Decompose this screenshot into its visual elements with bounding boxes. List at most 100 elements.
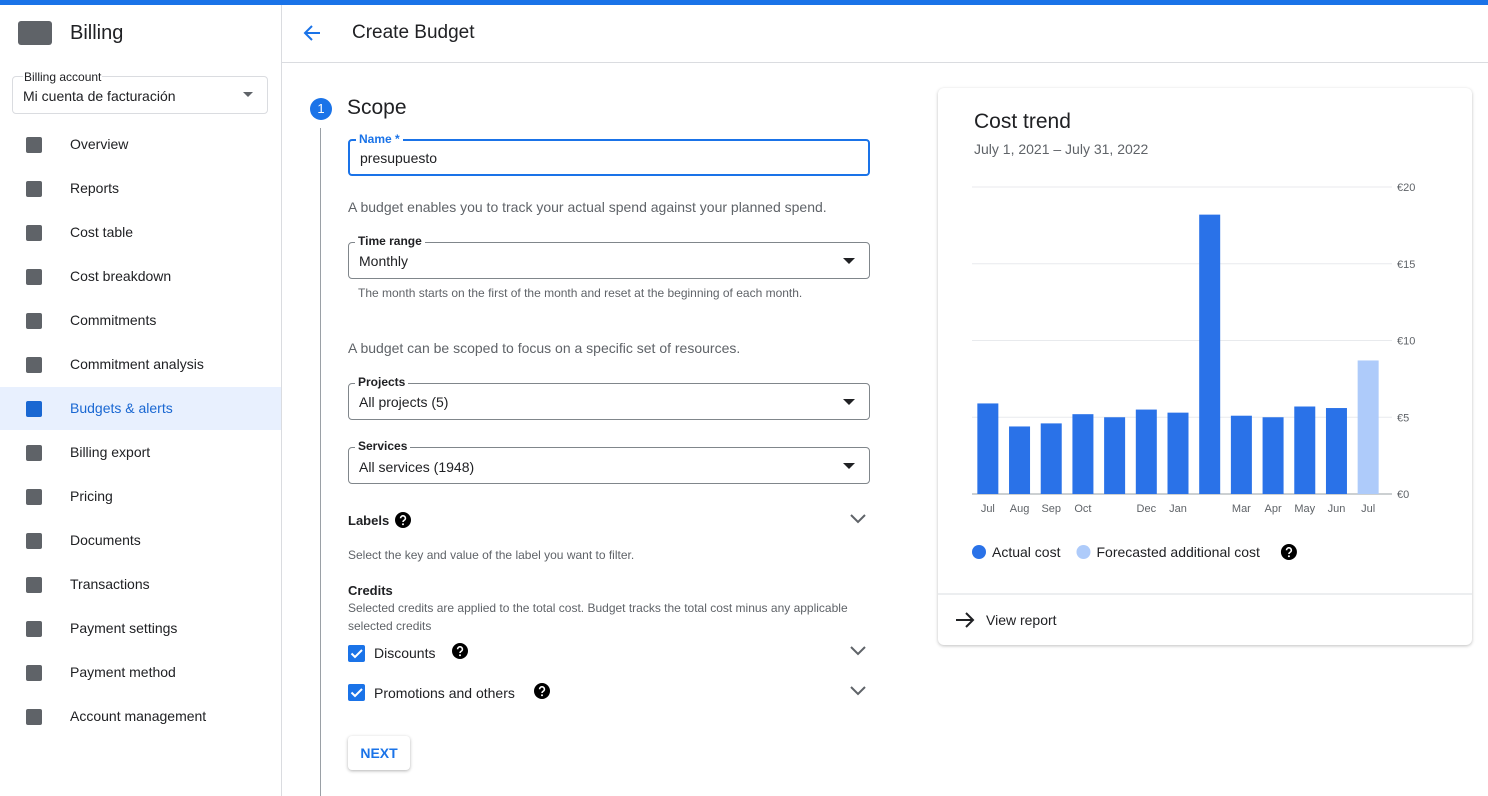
- y-tick-label: €20: [1397, 182, 1415, 194]
- expand-chevron[interactable]: [850, 514, 866, 524]
- x-tick-label: Jan: [1169, 503, 1187, 515]
- cost-trend-card: Cost trend July 1, 2021 – July 31, 2022 …: [938, 88, 1472, 645]
- nav-item[interactable]: Documents: [0, 519, 281, 562]
- nav-icon: [26, 225, 42, 241]
- y-tick-label: €15: [1397, 259, 1415, 271]
- nav-item[interactable]: Transactions: [0, 563, 281, 606]
- bar: [1262, 417, 1284, 494]
- nav-item[interactable]: Payment settings: [0, 607, 281, 650]
- nav-item[interactable]: Cost breakdown: [0, 255, 281, 298]
- y-tick-label: €5: [1397, 412, 1409, 424]
- nav-icon: [26, 533, 42, 549]
- checkbox-label: Promotions and others: [374, 685, 515, 701]
- section-title: Scope: [347, 96, 407, 119]
- nav-icon: [26, 577, 42, 593]
- expand-chevron[interactable]: [850, 646, 866, 656]
- nav-label: Account management: [70, 708, 207, 724]
- nav-item[interactable]: Pricing: [0, 475, 281, 518]
- helper-text: Select the key and value of the label yo…: [348, 548, 635, 562]
- legend-swatch: [1076, 545, 1091, 559]
- dropdown-arrow: [843, 463, 855, 469]
- view-report-link[interactable]: View report: [986, 612, 1057, 628]
- helper-text: The month starts on the first of the mon…: [358, 286, 803, 300]
- help-icon[interactable]: [1280, 544, 1297, 560]
- header-divider: [282, 62, 1488, 63]
- next-button[interactable]: NEXT: [348, 736, 410, 770]
- account-select[interactable]: Billing account Mi cuenta de facturación: [12, 70, 268, 114]
- bar: [1072, 414, 1094, 494]
- help-icon[interactable]: [534, 683, 550, 699]
- nav-item[interactable]: Overview: [0, 123, 281, 166]
- x-tick-label: Mar: [1232, 503, 1251, 515]
- help-icon[interactable]: [395, 512, 411, 528]
- y-tick-label: €0: [1397, 489, 1409, 501]
- nav-label: Billing export: [70, 444, 151, 460]
- back-button[interactable]: [302, 23, 322, 43]
- nav-icon: [26, 621, 42, 637]
- bar: [1294, 406, 1316, 494]
- x-tick-label: Jun: [1328, 503, 1346, 515]
- x-tick-label: Apr: [1265, 503, 1282, 515]
- checkbox-label: Discounts: [374, 645, 436, 661]
- x-tick-label: Jul: [981, 503, 995, 515]
- legend-label: Forecasted additional cost: [1096, 544, 1260, 560]
- bar: [1167, 412, 1189, 494]
- nav-label: Payment settings: [70, 620, 178, 636]
- bar: [1040, 423, 1062, 494]
- chart: Cost trend July 1, 2021 – July 31, 2022 …: [938, 110, 1472, 628]
- account-value: Mi cuenta de facturación: [23, 88, 176, 104]
- field-label: Time range: [355, 234, 425, 248]
- nav-item[interactable]: Billing export: [0, 431, 281, 474]
- sidebar-title: Billing: [70, 22, 124, 44]
- legend-label: Actual cost: [992, 544, 1061, 560]
- billing-icon: [18, 21, 52, 45]
- time-range-select[interactable]: Time range Monthly: [348, 234, 870, 279]
- nav-item[interactable]: Commitments: [0, 299, 281, 342]
- top-bar: [0, 0, 1488, 5]
- nav-icon: [26, 709, 42, 725]
- bar: [1104, 417, 1126, 494]
- nav-item[interactable]: Cost table: [0, 211, 281, 254]
- credits-title: Credits: [348, 583, 393, 598]
- help-icon[interactable]: [452, 643, 468, 659]
- chart-subtitle: July 1, 2021 – July 31, 2022: [974, 141, 1149, 157]
- name-input[interactable]: Name * presupuesto: [348, 132, 870, 176]
- field-value: All projects (5): [359, 394, 449, 410]
- nav-item[interactable]: Reports: [0, 167, 281, 210]
- nav-icon: [26, 181, 42, 197]
- bar: [1199, 214, 1221, 494]
- nav-label: Cost breakdown: [70, 268, 172, 284]
- x-tick-label: Jul: [1361, 503, 1375, 515]
- x-tick-label: Dec: [1137, 503, 1157, 515]
- x-tick-label: Aug: [1010, 503, 1030, 515]
- projects-select[interactable]: Projects All projects (5): [348, 375, 870, 420]
- nav-item[interactable]: Account management: [0, 695, 281, 738]
- bar: [1357, 360, 1379, 494]
- nav-label: Transactions: [70, 576, 150, 592]
- bar: [1325, 408, 1347, 494]
- nav-item[interactable]: Budgets & alerts: [0, 387, 281, 430]
- nav-icon: [26, 401, 42, 417]
- dropdown-arrow: [843, 258, 855, 264]
- bar: [1009, 426, 1031, 494]
- nav-icon: [26, 313, 42, 329]
- labels-title: Labels: [348, 513, 390, 528]
- nav-label: Cost table: [70, 224, 134, 240]
- y-tick-label: €10: [1397, 336, 1415, 348]
- nav-item[interactable]: Payment method: [0, 651, 281, 694]
- x-tick-label: Oct: [1074, 503, 1091, 515]
- nav-label: Pricing: [70, 488, 113, 504]
- x-tick-label: May: [1294, 503, 1315, 515]
- field-label: Name *: [356, 132, 403, 146]
- nav-label: Commitments: [70, 312, 157, 328]
- nav-label: Commitment analysis: [70, 356, 204, 372]
- checkbox[interactable]: [348, 684, 365, 701]
- nav-label: Reports: [70, 180, 120, 196]
- field-value: Monthly: [359, 253, 409, 269]
- expand-chevron[interactable]: [850, 686, 866, 696]
- dropdown-arrow: [243, 92, 253, 97]
- checkbox[interactable]: [348, 645, 365, 662]
- services-select[interactable]: Services All services (1948): [348, 439, 870, 484]
- nav-item[interactable]: Commitment analysis: [0, 343, 281, 386]
